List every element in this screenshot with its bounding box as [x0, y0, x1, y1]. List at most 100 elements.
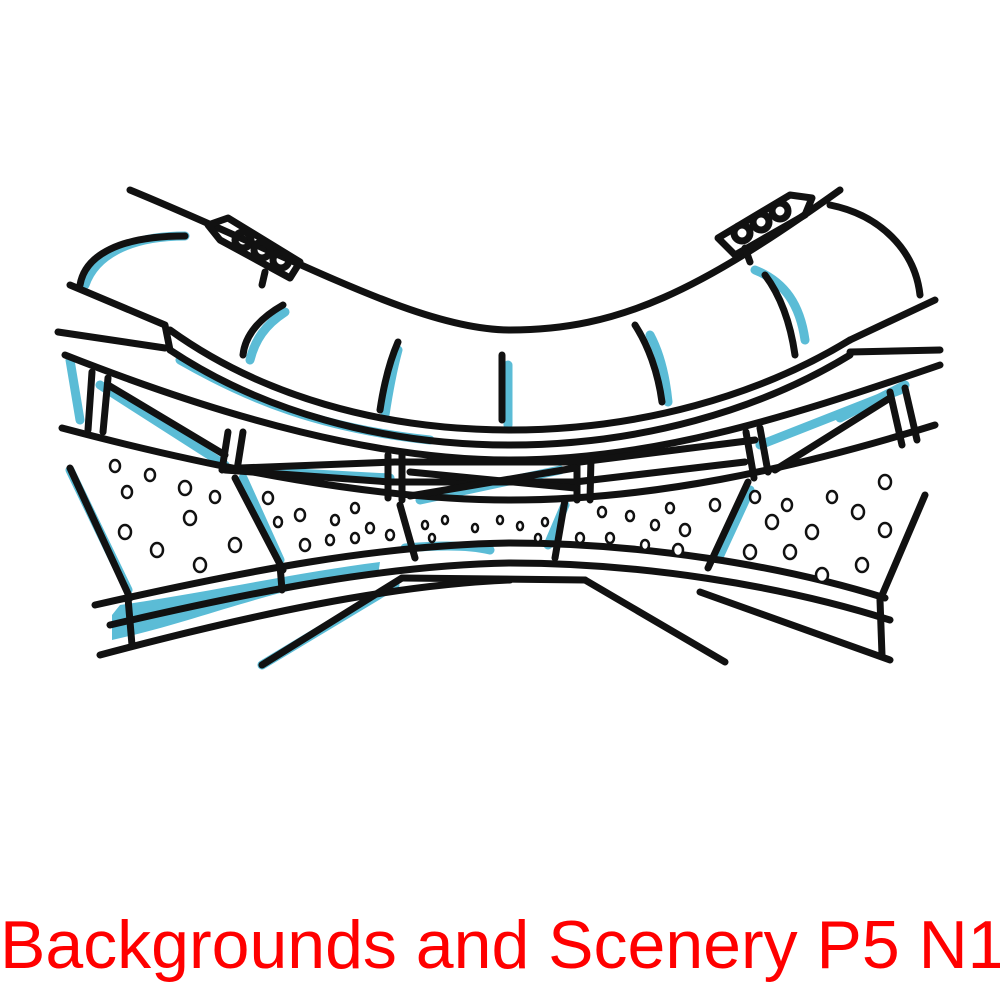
crowd-dot: [764, 513, 780, 531]
floodlight-left-frame: [204, 214, 304, 282]
stand-base-tick-l: [124, 594, 136, 649]
crowd-dot: [540, 516, 550, 528]
crowd-dot: [664, 501, 676, 515]
crowd-dot: [182, 509, 198, 527]
stand-seating: [66, 464, 929, 664]
crowd-dot: [120, 484, 134, 500]
floodlight-left-bulb-1: [231, 228, 255, 252]
stand-base-tick-r: [876, 596, 886, 659]
stand-edge-6: [876, 491, 929, 604]
floodlight-right-bulb-2: [749, 210, 773, 234]
crowd-dot: [329, 513, 341, 527]
field-top-line: [398, 574, 589, 584]
rib-highlight-4: [645, 330, 673, 407]
crowd-dot: [470, 522, 480, 534]
crowd-dot: [192, 556, 208, 574]
field-left-line: [258, 574, 406, 669]
truss-highlight-diag: [95, 380, 230, 470]
truss-highlight-right: [755, 385, 905, 450]
stand-edge-4: [551, 496, 569, 562]
truss-post-8: [586, 454, 595, 504]
crowd-dot: [298, 537, 312, 553]
crowd-dot: [108, 458, 122, 474]
crowd-dot: [624, 509, 636, 523]
stand-base-3: [96, 576, 514, 659]
rib-highlight-2: [380, 345, 403, 420]
crowd-dot: [825, 489, 839, 505]
floodlight-right-bulb-3: [768, 199, 792, 223]
crowd-dot: [574, 531, 586, 545]
stand-base-top: [91, 539, 889, 609]
crowd-dot: [324, 533, 336, 547]
roof-lower-curve: [166, 326, 854, 434]
floodlight-left: [204, 214, 304, 289]
ink-layer: [54, 186, 944, 669]
crowd-dot: [814, 566, 830, 584]
floodlight-right-bulb-1: [730, 221, 754, 245]
crowd-dot: [877, 473, 893, 491]
field-lines: [258, 574, 729, 669]
crowd-dot: [208, 489, 222, 505]
crowd-dot: [850, 503, 866, 521]
crowd-dot: [515, 520, 525, 532]
truss-inner-top: [236, 436, 759, 472]
floodlight-left-bulb-3: [269, 248, 293, 272]
crowd-dot: [384, 528, 396, 542]
crowd-dot: [177, 479, 193, 497]
roof-rib-4: [631, 321, 666, 406]
crowd-dot: [639, 538, 651, 552]
truss-bottom: [58, 421, 939, 504]
crowd-dot: [440, 514, 450, 526]
crowd-dot: [293, 507, 307, 523]
crowd-dot: [143, 467, 157, 483]
truss-post-12: [901, 384, 921, 444]
truss-diag-3: [406, 464, 579, 500]
crowd-dot: [364, 521, 376, 535]
crowd-dot: [227, 536, 243, 554]
crowd-dot: [742, 543, 758, 561]
floodlight-right: [714, 191, 816, 266]
stand-highlight-4: [715, 485, 755, 560]
roof-outer-right: [826, 201, 924, 299]
crowd-dot: [596, 505, 608, 519]
crowd-dot: [854, 556, 870, 574]
stand-edge-1: [66, 464, 134, 602]
stand-base-tick-m: [276, 561, 286, 594]
crowd-dots: [108, 458, 893, 584]
stand-base-right: [696, 588, 894, 664]
roof-right-cap: [846, 296, 939, 344]
crowd-dot: [804, 523, 820, 541]
floodlight-right-pole: [741, 244, 754, 266]
crowd-dot: [349, 501, 361, 515]
crowd-dot: [678, 522, 692, 538]
truss-post-9: [742, 428, 758, 482]
crowd-dot: [533, 532, 543, 544]
roof-left-cap: [66, 281, 174, 354]
truss-diag-1: [104, 381, 229, 459]
right-outer-line-1: [846, 346, 944, 356]
crowd-dot: [117, 523, 133, 541]
truss-post-10: [756, 424, 772, 476]
truss-post-4: [233, 428, 247, 474]
truss-diag-4: [771, 394, 894, 474]
crowd-dot: [495, 514, 505, 526]
roof-top-curve: [126, 186, 844, 334]
crowd-dot: [782, 543, 798, 561]
crowd-dot: [708, 497, 722, 513]
crowd-dot: [671, 542, 685, 558]
roof-rib-1: [239, 301, 287, 359]
roof-outer-left: [76, 232, 189, 289]
stand-edge-5: [704, 478, 752, 572]
stand-edge-2: [231, 474, 287, 574]
stand-base-2: [106, 559, 894, 629]
truss-post-1: [84, 368, 96, 434]
floodlight-left-bulb-2: [250, 238, 274, 262]
roof-rib-5: [761, 271, 799, 359]
crowd-dot: [748, 489, 762, 505]
crowd-dot: [272, 515, 284, 529]
truss-highlight-left: [65, 355, 85, 425]
crowd-dot: [877, 521, 893, 539]
roof-rib-2: [376, 338, 402, 414]
crowd-dot: [149, 541, 165, 559]
